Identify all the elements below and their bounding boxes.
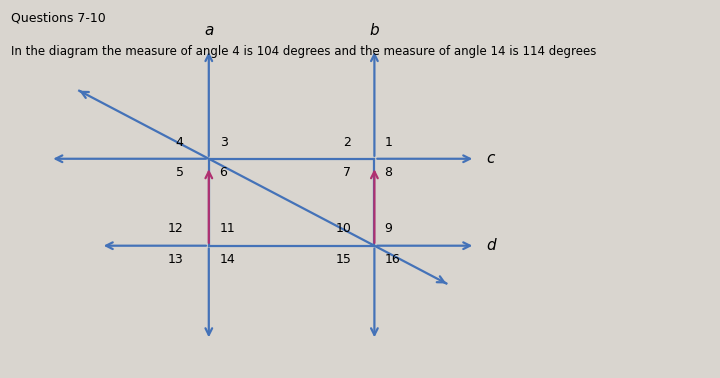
Text: b: b: [369, 23, 379, 38]
Text: 10: 10: [336, 222, 351, 235]
Text: 16: 16: [384, 253, 400, 265]
Text: 11: 11: [220, 222, 235, 235]
Text: d: d: [486, 238, 495, 253]
Text: 2: 2: [343, 136, 351, 149]
Text: Questions 7-10: Questions 7-10: [11, 11, 106, 24]
Text: 9: 9: [384, 222, 392, 235]
Text: 7: 7: [343, 166, 351, 179]
Text: 5: 5: [176, 166, 184, 179]
Text: 12: 12: [168, 222, 184, 235]
Text: 1: 1: [384, 136, 392, 149]
Text: 4: 4: [176, 136, 184, 149]
Text: 14: 14: [220, 253, 235, 265]
Text: c: c: [486, 151, 495, 166]
Text: In the diagram the measure of angle 4 is 104 degrees and the measure of angle 14: In the diagram the measure of angle 4 is…: [11, 45, 596, 58]
Text: a: a: [204, 23, 214, 38]
Text: 6: 6: [220, 166, 228, 179]
Text: 13: 13: [168, 253, 184, 265]
Text: 15: 15: [336, 253, 351, 265]
Text: 8: 8: [384, 166, 392, 179]
Text: 3: 3: [220, 136, 228, 149]
